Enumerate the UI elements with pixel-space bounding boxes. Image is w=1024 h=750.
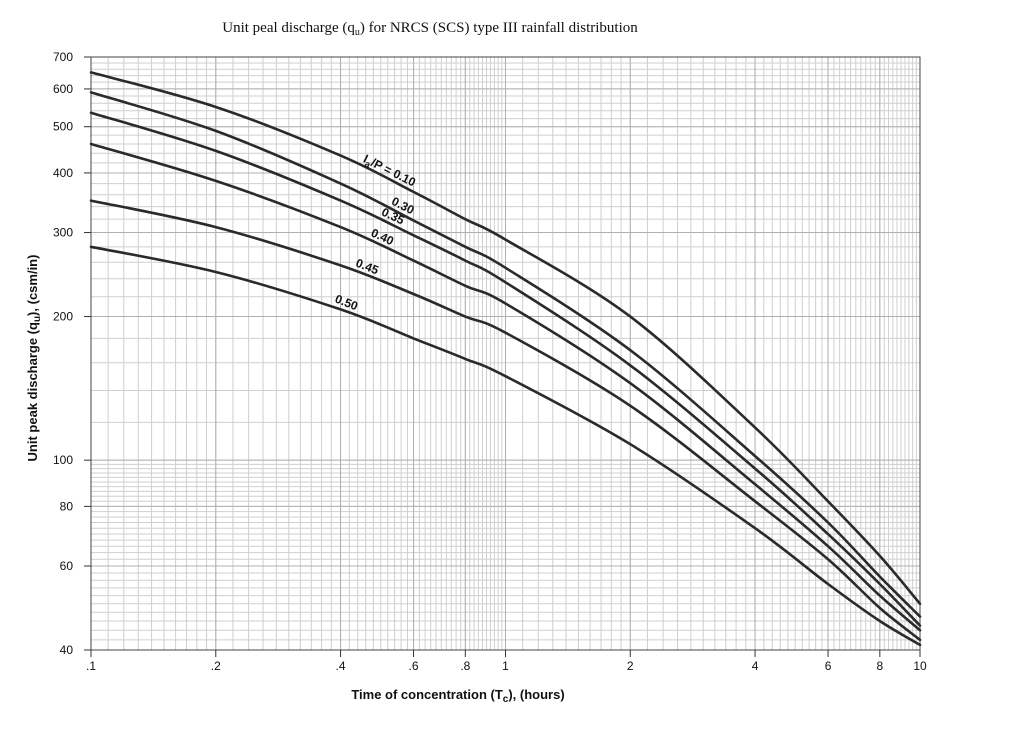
x-tick-labels: .1 .2 .4 .6 .8 1 2 4 6 8 10 — [86, 659, 927, 673]
x-tick-label: 10 — [913, 659, 927, 673]
y-tick-label: 500 — [53, 120, 73, 134]
series-line-5 — [89, 199, 922, 642]
plot-frame — [90, 56, 921, 651]
series-group — [89, 71, 922, 647]
x-axis-label: Time of concentration (Tc), (hours) — [351, 687, 564, 705]
chart-title: Unit peal discharge (qu) for NRCS (SCS) … — [222, 20, 638, 38]
x-tick-label: 4 — [752, 659, 759, 673]
y-tick-label: 200 — [53, 310, 73, 324]
y-tick-label: 40 — [60, 643, 74, 657]
y-tick-label: 400 — [53, 166, 73, 180]
series-label-1: Ia/P = 0.10 — [360, 152, 418, 192]
x-tick-label: 2 — [627, 659, 634, 673]
y-tick-labels: 40 60 80 100 200 300 400 500 600 700 — [53, 50, 73, 657]
x-tick-label: .8 — [460, 659, 470, 673]
x-tick-label: .4 — [336, 659, 346, 673]
y-tick-label: 80 — [60, 499, 74, 513]
x-tick-label: .2 — [211, 659, 221, 673]
series-line-4 — [89, 142, 922, 632]
y-tick-label: 600 — [53, 82, 73, 96]
y-tick-label: 700 — [53, 50, 73, 64]
x-tick-label: .1 — [86, 659, 96, 673]
series-line-1 — [89, 71, 922, 606]
y-tick-label: 300 — [53, 226, 73, 240]
y-axis-label: Unit peak discharge (qu), (csm/in) — [25, 255, 43, 462]
y-tick-label: 60 — [60, 559, 74, 573]
x-tick-label: 1 — [502, 659, 509, 673]
series-line-2 — [89, 91, 922, 618]
series-line-6 — [89, 245, 922, 647]
x-tick-label: 8 — [876, 659, 883, 673]
y-tick-label: 100 — [53, 453, 73, 467]
x-tick-label: .6 — [409, 659, 419, 673]
series-line-3 — [89, 111, 922, 627]
x-tick-label: 6 — [825, 659, 832, 673]
